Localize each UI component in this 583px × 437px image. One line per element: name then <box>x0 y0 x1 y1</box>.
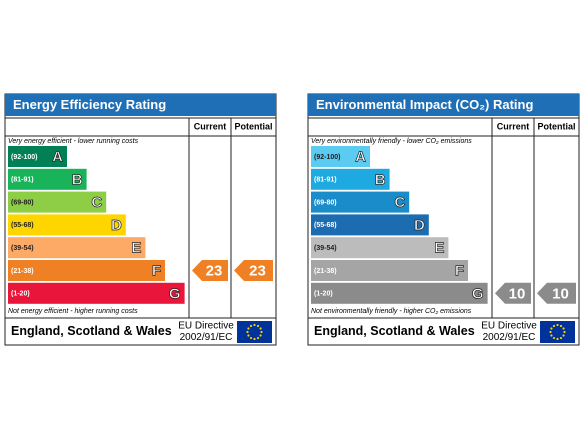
band-range: (39-54) <box>11 245 34 252</box>
directive: EU Directive <box>178 321 234 332</box>
band-letter: A <box>355 148 366 165</box>
eu-star <box>556 337 559 341</box>
band-letter: F <box>152 262 161 279</box>
column-header: Potential <box>234 121 272 131</box>
title-bar <box>308 94 579 116</box>
panel-title: Energy Efficiency Rating <box>13 97 166 112</box>
eu-star <box>249 336 253 340</box>
band-range: (55-68) <box>314 222 337 229</box>
directive-code: 2002/91/EC <box>180 332 233 343</box>
top-note: Very environmentally friendly - lower CO… <box>311 138 472 145</box>
band-range: (1-20) <box>314 291 333 298</box>
band-letter: C <box>91 194 102 211</box>
band-letter: B <box>375 171 386 188</box>
band-range: (39-54) <box>314 245 337 252</box>
bottom-note: Not energy efficient - higher running co… <box>8 308 138 315</box>
band <box>8 282 185 304</box>
band <box>311 191 410 213</box>
band-range: (21-38) <box>314 268 337 275</box>
band-letter: F <box>455 262 464 279</box>
eu-star <box>563 330 566 334</box>
band-range: (21-38) <box>11 268 34 275</box>
band-letter: A <box>52 148 63 165</box>
eu-star <box>253 337 256 341</box>
eu-star <box>559 336 563 340</box>
eu-star <box>552 324 556 328</box>
band <box>8 146 67 167</box>
band <box>311 237 449 259</box>
band-letter: D <box>414 217 425 234</box>
title-bar <box>5 94 276 116</box>
eu-star <box>249 324 253 328</box>
band-letter: C <box>394 194 405 211</box>
directive-code: 2002/91/EC <box>483 332 536 343</box>
eu-star <box>260 330 263 334</box>
eu-star <box>253 323 256 327</box>
eu-star <box>552 336 556 340</box>
band <box>311 146 370 167</box>
band-letter: B <box>72 171 83 188</box>
rating-arrow <box>234 260 273 281</box>
band <box>311 168 390 190</box>
rating-value: 23 <box>249 262 266 279</box>
band-range: (1-20) <box>11 291 30 298</box>
band <box>311 282 488 304</box>
band <box>8 168 87 190</box>
eu-star <box>550 327 553 330</box>
rating-arrow <box>537 282 576 304</box>
band <box>8 214 126 236</box>
rating-value: 10 <box>552 285 569 302</box>
rating-arrow <box>495 282 531 304</box>
eu-star <box>559 324 563 328</box>
band-range: (69-80) <box>314 199 337 206</box>
footer: England, Scotland & Wales <box>314 324 475 338</box>
bottom-note: Not environmentally friendly - higher CO… <box>311 308 472 315</box>
band <box>8 237 146 259</box>
eu-star <box>246 330 249 334</box>
band-range: (81-91) <box>11 177 34 184</box>
rating-arrow <box>192 260 228 281</box>
band-letter: E <box>131 240 141 257</box>
eu-star <box>549 330 552 334</box>
eu-star <box>247 327 250 330</box>
rating-value: 23 <box>206 262 223 279</box>
eu-star <box>550 334 553 337</box>
band-range: (92-100) <box>11 154 37 161</box>
column-header: Potential <box>537 121 575 131</box>
eu-star <box>256 336 260 340</box>
eu-star <box>247 334 250 337</box>
band <box>8 260 165 281</box>
eu-star <box>259 327 262 330</box>
band-range: (69-80) <box>11 199 34 206</box>
band-letter: G <box>169 285 181 302</box>
band <box>311 214 429 236</box>
footer: England, Scotland & Wales <box>11 324 172 338</box>
band <box>311 260 468 281</box>
band-range: (92-100) <box>314 154 340 161</box>
band-letter: E <box>434 240 444 257</box>
eu-star <box>259 334 262 337</box>
eu-flag <box>237 321 272 343</box>
band-range: (81-91) <box>314 177 337 184</box>
eu-flag <box>540 321 575 343</box>
eu-star <box>562 327 565 330</box>
band <box>8 191 107 213</box>
band-letter: D <box>111 217 122 234</box>
directive: EU Directive <box>481 321 537 332</box>
band-range: (55-68) <box>11 222 34 229</box>
column-header: Current <box>194 121 227 131</box>
column-header: Current <box>497 121 530 131</box>
panel-title: Environmental Impact (CO₂) Rating <box>316 97 533 112</box>
eu-star <box>256 324 260 328</box>
top-note: Very energy efficient - lower running co… <box>8 138 139 145</box>
eu-star <box>562 334 565 337</box>
rating-value: 10 <box>509 285 526 302</box>
eu-star <box>556 323 559 327</box>
band-letter: G <box>472 285 484 302</box>
